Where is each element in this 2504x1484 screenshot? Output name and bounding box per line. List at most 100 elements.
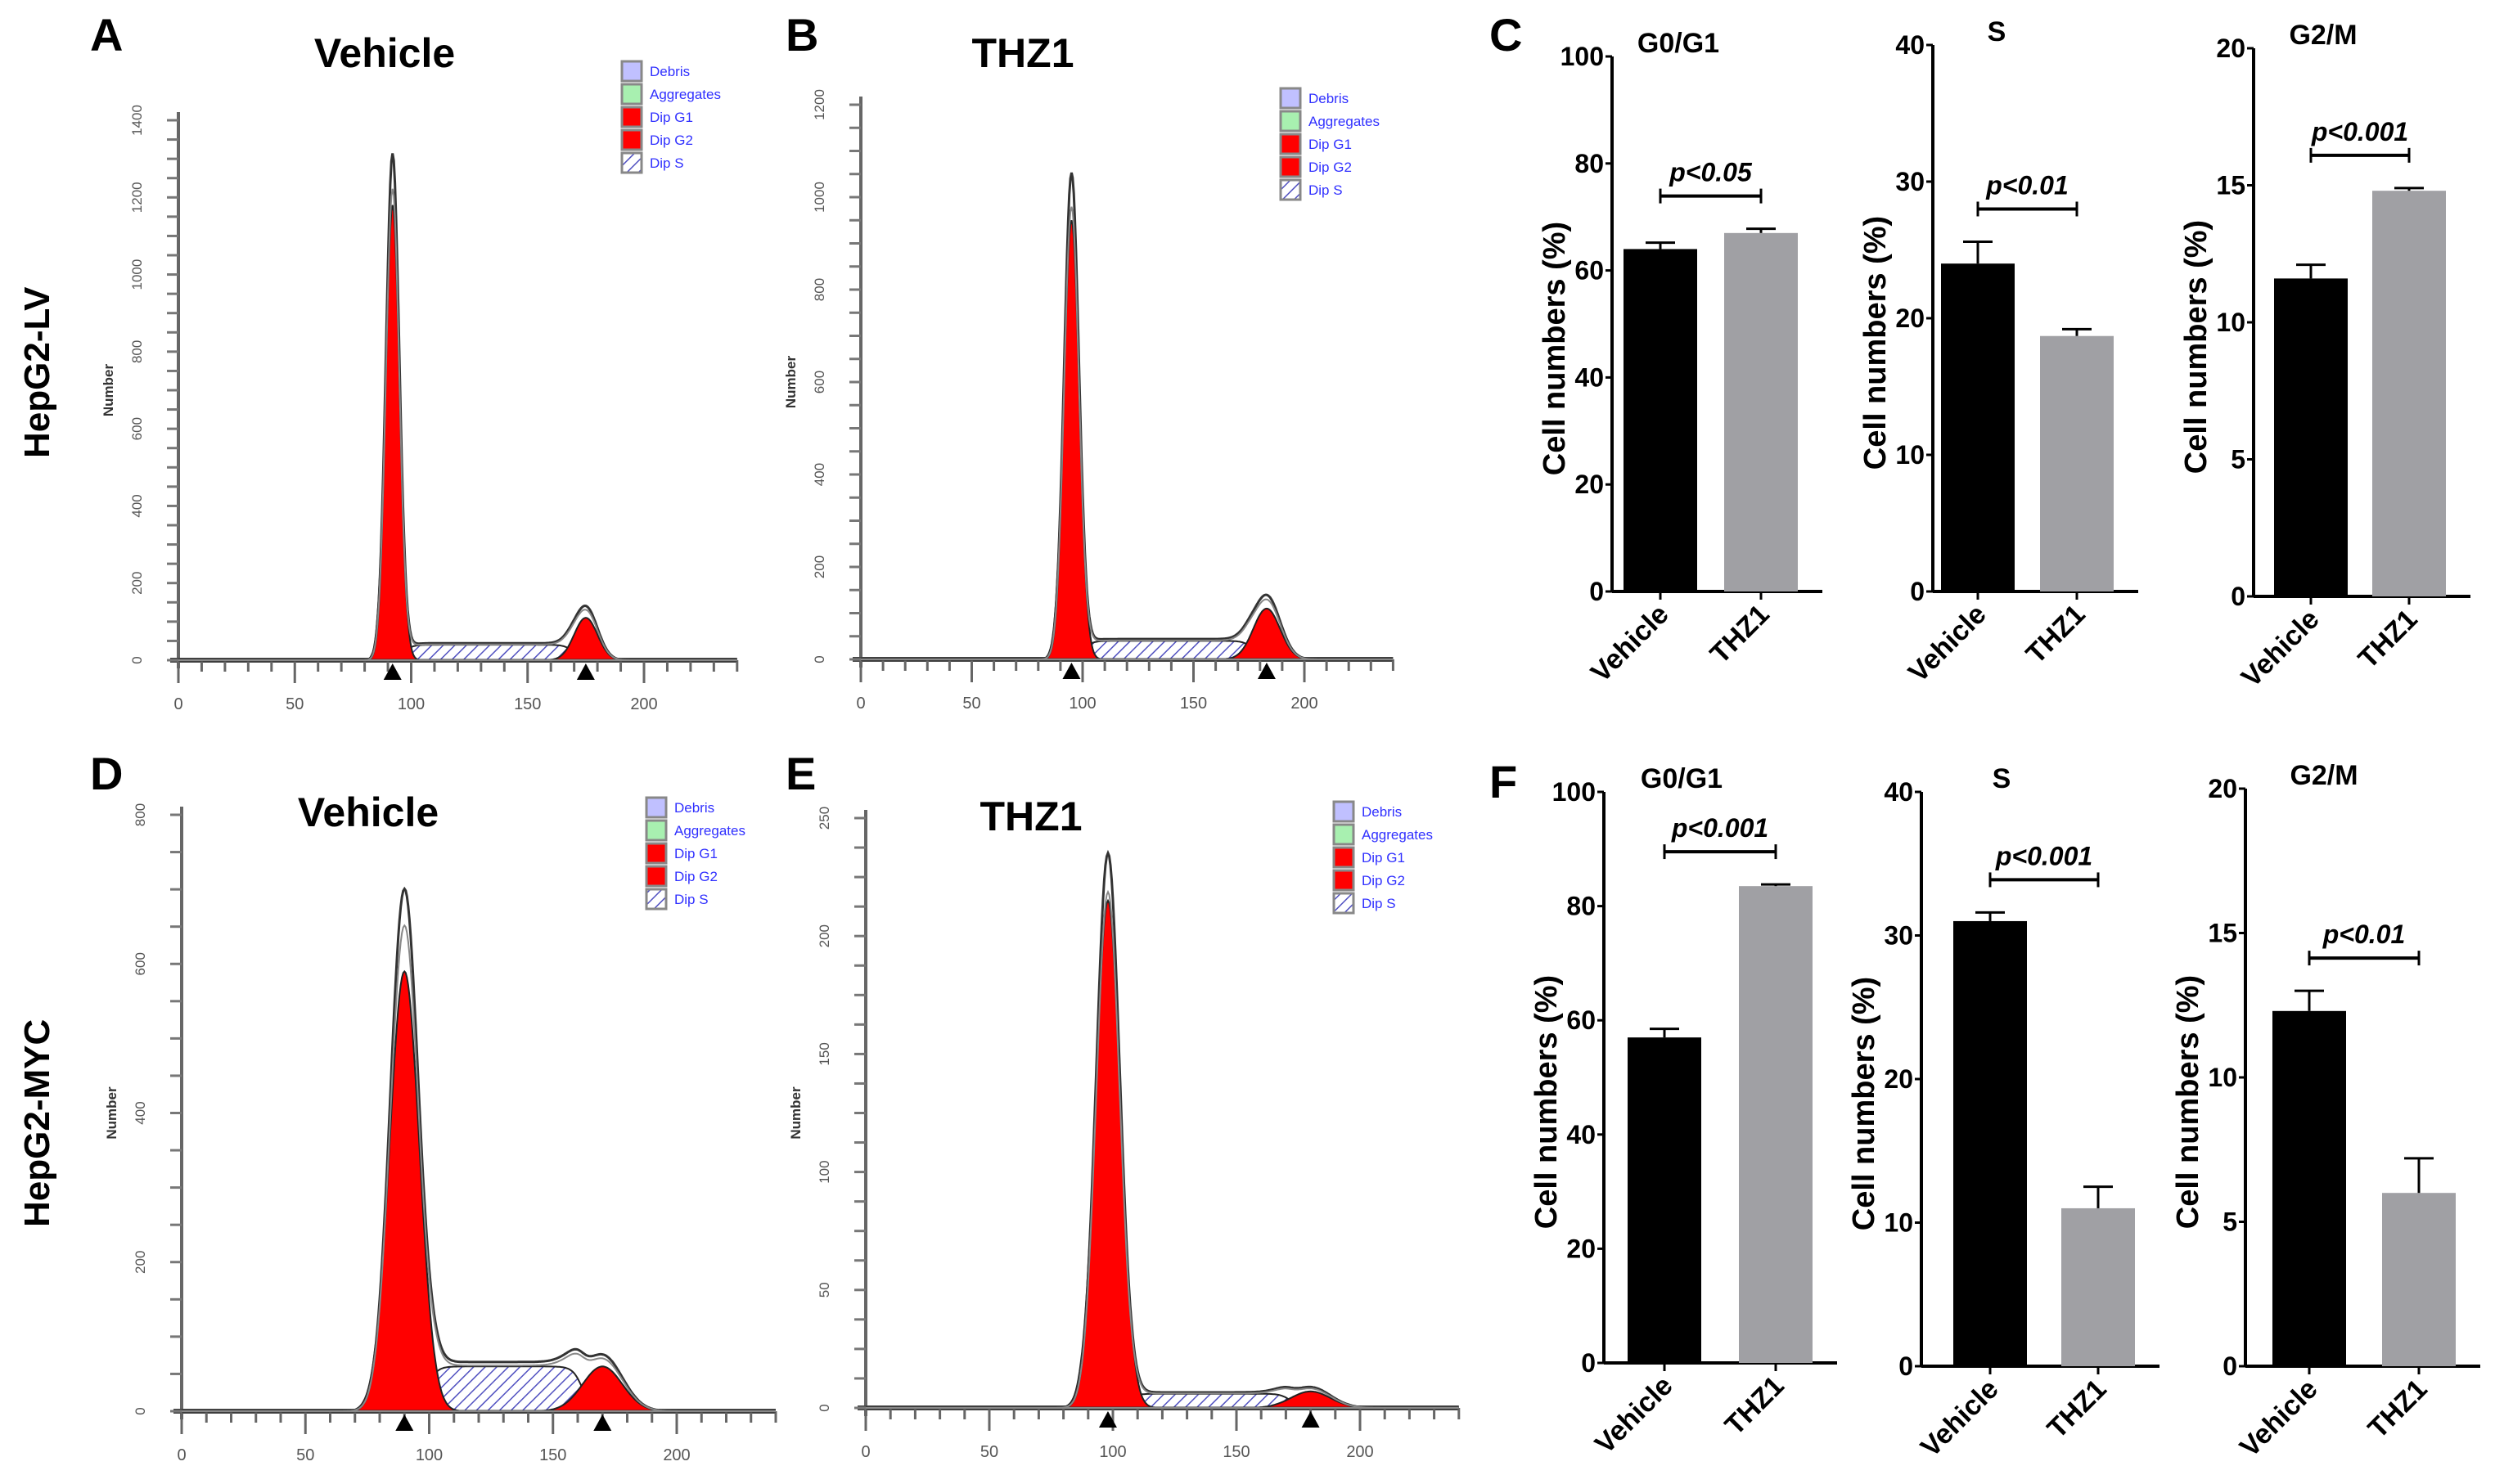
y-tick-label: 0	[817, 1404, 832, 1411]
legend-swatch-aggregates	[645, 819, 668, 842]
y-axis-label: Cell numbers (%)	[1538, 222, 1572, 475]
y-tick-label: 5	[2223, 1207, 2237, 1237]
x-category-label: THZ1	[2020, 599, 2092, 670]
y-tick-label: 400	[133, 1101, 148, 1124]
dip-g1-area	[178, 205, 737, 661]
x-tick-label: 200	[663, 1446, 690, 1464]
y-tick-label: 200	[817, 924, 832, 947]
bar-chart-C-s: S 0 10 20 30 40 Cell numbers (%) Vehicle THZ1 p<0…	[1858, 16, 2138, 689]
bar-thz1	[1724, 232, 1798, 591]
histogram-title: THZ1	[972, 30, 1074, 76]
legend-label: Dip G1	[674, 846, 718, 861]
peak-marker-icon	[1257, 663, 1276, 679]
legend-label: Dip G2	[674, 869, 718, 884]
y-tick-label: 80	[1574, 149, 1604, 178]
x-tick-label: 200	[1346, 1443, 1373, 1461]
y-axis-label: Number	[104, 1086, 119, 1140]
x-category-label: Vehicle	[2236, 604, 2326, 694]
legend-swatch-debris	[620, 60, 643, 83]
bar-thz1	[2061, 1207, 2135, 1366]
y-tick-label: 800	[812, 278, 827, 301]
x-category-label: Vehicle	[1915, 1374, 2005, 1464]
x-category-label: THZ1	[2362, 1374, 2434, 1445]
y-tick-label: 200	[812, 555, 827, 578]
x-category-label: THZ1	[1719, 1370, 1790, 1441]
y-tick-label: 15	[2216, 171, 2245, 200]
y-tick-label: 200	[129, 572, 145, 595]
legend-label: Aggregates	[1308, 114, 1380, 129]
legend-swatch-dip-g2	[1279, 155, 1302, 178]
x-tick-label: 0	[856, 695, 865, 713]
histogram-panel-A: A Vehicle 0 50 100 150 200 0 200 400 600 800 1000 120…	[90, 9, 739, 713]
y-tick-label: 30	[1884, 921, 1913, 951]
x-category-label: Vehicle	[1903, 599, 1993, 689]
x-tick-label: 0	[861, 1443, 870, 1461]
dip-g1-area	[866, 898, 1459, 1409]
legend-label: Dip S	[1308, 182, 1343, 198]
legend-swatch-dip-g2	[1332, 869, 1355, 892]
total-histogram-outline	[861, 172, 1394, 661]
x-tick-label: 150	[1223, 1443, 1250, 1461]
bar-vehicle	[1628, 1037, 1701, 1363]
legend-label: Dip G2	[650, 133, 693, 148]
legend-swatch-aggregates	[1332, 823, 1355, 846]
legend-label: Dip G1	[1362, 850, 1405, 866]
bar-chart-F-g0g1: F G0/G1 0 20 40 60 80 100 Cell numbers (%) Vehicl…	[1489, 756, 1837, 1460]
x-category-label: THZ1	[2042, 1374, 2113, 1445]
row-label-lv: HepG2-LV	[17, 286, 57, 458]
y-tick-label: 1400	[129, 105, 145, 136]
bar-thz1	[2040, 335, 2114, 591]
legend-swatch-dip-g2	[620, 128, 643, 151]
y-tick-label: 100	[1552, 777, 1596, 807]
legend-label: Debris	[1362, 804, 1402, 820]
legend-label: Dip G1	[650, 110, 693, 125]
legend-swatch-dip-g1	[620, 106, 643, 128]
peak-marker-icon	[593, 1414, 612, 1431]
y-tick-label: 40	[1574, 362, 1604, 392]
legend-label: Dip S	[1362, 896, 1396, 911]
y-tick-label: 5	[2231, 445, 2245, 474]
x-category-label: Vehicle	[1589, 1370, 1679, 1460]
dip-s-area	[861, 640, 1394, 660]
legend-label: Dip G2	[1308, 160, 1352, 175]
y-tick-label: 10	[1884, 1208, 1913, 1238]
y-tick-label: 40	[1884, 777, 1913, 807]
bar-chart-title: G0/G1	[1637, 28, 1719, 59]
legend-swatch-dip-s	[1279, 178, 1302, 201]
y-tick-label: 0	[1910, 577, 1925, 606]
legend-swatch-dip-s	[645, 888, 668, 911]
y-tick-label: 10	[2208, 1063, 2237, 1092]
bar-vehicle	[1624, 249, 1697, 591]
bar-chart-F-s: S 0 10 20 30 40 Cell numbers (%) Vehicle THZ1 p<0…	[1847, 763, 2159, 1464]
y-axis-label: Cell numbers (%)	[1858, 216, 1893, 470]
x-category-label: THZ1	[2353, 604, 2424, 675]
peak-marker-icon	[576, 663, 595, 680]
legend-label: Aggregates	[674, 823, 745, 839]
p-value-label: p<0.01	[2322, 920, 2406, 949]
y-tick-label: 10	[2216, 308, 2245, 337]
x-tick-label: 50	[962, 695, 980, 713]
y-axis-label: Number	[788, 1086, 804, 1140]
y-tick-label: 40	[1895, 30, 1925, 60]
bar-chart-F-g2m: G2/M 0 5 10 15 20 Cell numbers (%) Vehicle THZ1 p…	[2171, 760, 2480, 1464]
bar-chart-C-g2m: G2/M 0 5 10 15 20 Cell numbers (%) Vehicle THZ1 p…	[2179, 20, 2470, 694]
legend-label: Dip S	[650, 155, 684, 171]
x-tick-label: 100	[1069, 695, 1096, 713]
p-value-label: p<0.05	[1669, 158, 1753, 187]
y-tick-label: 20	[1566, 1234, 1596, 1263]
y-tick-label: 20	[1884, 1064, 1913, 1094]
x-tick-label: 0	[177, 1446, 186, 1464]
y-tick-label: 800	[133, 803, 148, 826]
y-tick-label: 0	[1581, 1348, 1596, 1378]
legend-swatch-dip-g1	[645, 842, 668, 865]
y-tick-label: 15	[2208, 919, 2237, 948]
y-tick-label: 20	[2216, 34, 2245, 63]
x-tick-label: 200	[1290, 695, 1317, 713]
model-fit-outline	[866, 889, 1459, 1409]
bar-thz1	[2372, 191, 2446, 596]
y-tick-label: 50	[817, 1282, 832, 1297]
y-tick-label: 0	[133, 1407, 148, 1414]
histogram-title: THZ1	[980, 794, 1083, 839]
peak-marker-icon	[1301, 1411, 1320, 1428]
